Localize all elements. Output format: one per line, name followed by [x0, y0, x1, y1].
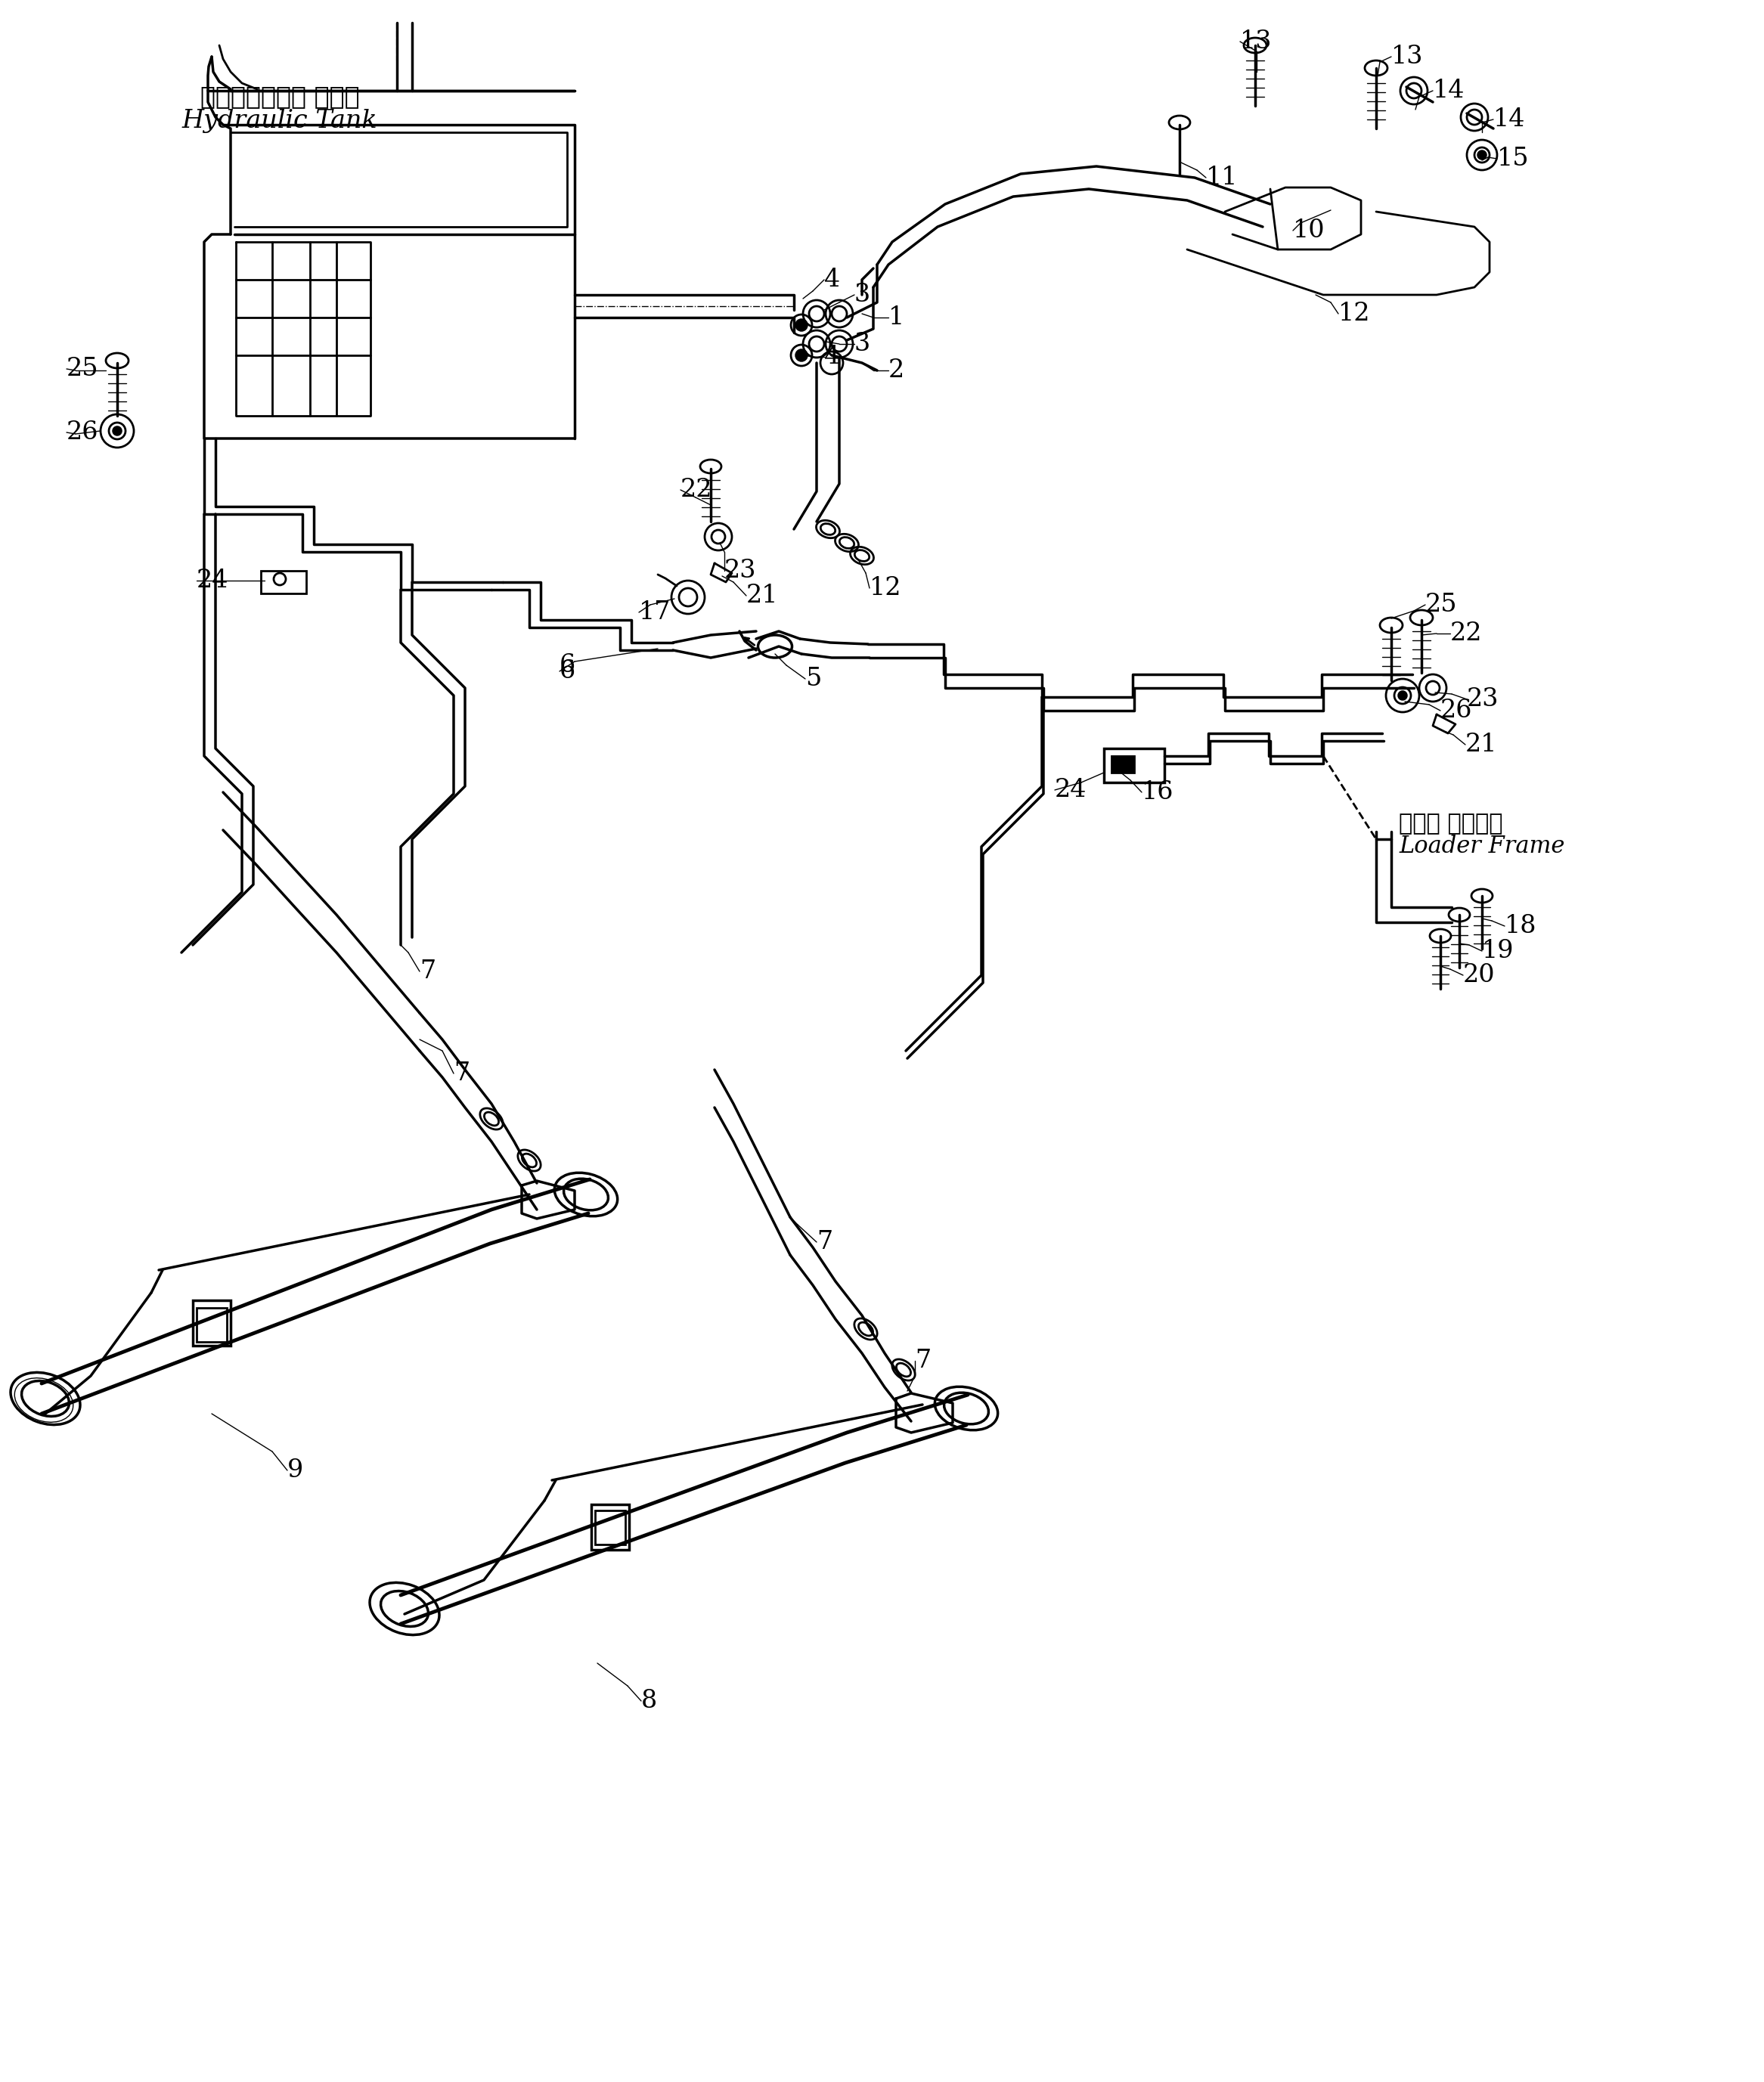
Text: 1: 1	[889, 306, 905, 329]
Text: 6: 6	[559, 660, 575, 683]
Circle shape	[113, 427, 122, 435]
Text: 2: 2	[889, 358, 905, 383]
Circle shape	[796, 350, 806, 360]
Bar	[1104, 747, 1164, 783]
Text: 24: 24	[1055, 779, 1087, 802]
Text: 19: 19	[1482, 939, 1514, 964]
Bar	[196, 1307, 228, 1343]
Text: 12: 12	[870, 577, 901, 600]
Text: 7: 7	[453, 1062, 469, 1085]
Text: 3: 3	[854, 283, 870, 306]
Text: 22: 22	[1450, 620, 1482, 645]
Text: 22: 22	[681, 477, 713, 502]
Text: 25: 25	[1425, 593, 1457, 616]
Text: ハイドロリック タンク: ハイドロリック タンク	[199, 85, 360, 108]
Bar	[1111, 756, 1134, 772]
Bar	[192, 1301, 231, 1345]
Text: 13: 13	[1392, 44, 1424, 69]
Text: 4: 4	[824, 346, 840, 369]
Text: 14: 14	[1494, 108, 1526, 131]
Bar	[591, 1505, 630, 1549]
Text: 26: 26	[67, 421, 99, 446]
Text: 3: 3	[854, 331, 870, 356]
Text: 5: 5	[804, 666, 822, 691]
Text: 7: 7	[817, 1230, 833, 1253]
Text: 20: 20	[1462, 964, 1496, 987]
Text: Hydraulic Tank: Hydraulic Tank	[182, 108, 377, 133]
Text: 15: 15	[1498, 146, 1529, 171]
Text: 12: 12	[1339, 302, 1371, 325]
Text: 11: 11	[1207, 167, 1238, 189]
Text: 10: 10	[1293, 219, 1325, 244]
Text: 7: 7	[420, 960, 436, 983]
Text: 23: 23	[1468, 687, 1499, 712]
Text: 16: 16	[1141, 781, 1173, 804]
Text: 8: 8	[640, 1689, 658, 1713]
Text: 18: 18	[1505, 914, 1536, 939]
Text: 23: 23	[725, 558, 757, 583]
Text: 26: 26	[1441, 700, 1473, 722]
Bar	[594, 1509, 624, 1545]
Text: 21: 21	[746, 583, 778, 608]
Text: 13: 13	[1240, 29, 1272, 54]
Bar	[261, 570, 307, 593]
Text: 6: 6	[559, 654, 575, 677]
Text: 25: 25	[67, 356, 99, 381]
Text: 14: 14	[1432, 79, 1464, 102]
Text: 17: 17	[639, 600, 670, 625]
Text: Loader Frame: Loader Frame	[1399, 835, 1565, 858]
Circle shape	[1478, 152, 1485, 158]
Text: 4: 4	[824, 269, 840, 291]
Text: 21: 21	[1466, 733, 1498, 756]
Text: ローダ フレーム: ローダ フレーム	[1399, 812, 1503, 835]
Text: 24: 24	[196, 568, 229, 593]
Text: 7: 7	[916, 1349, 931, 1372]
Circle shape	[796, 321, 806, 331]
Circle shape	[1399, 691, 1406, 700]
Text: 9: 9	[288, 1457, 303, 1482]
